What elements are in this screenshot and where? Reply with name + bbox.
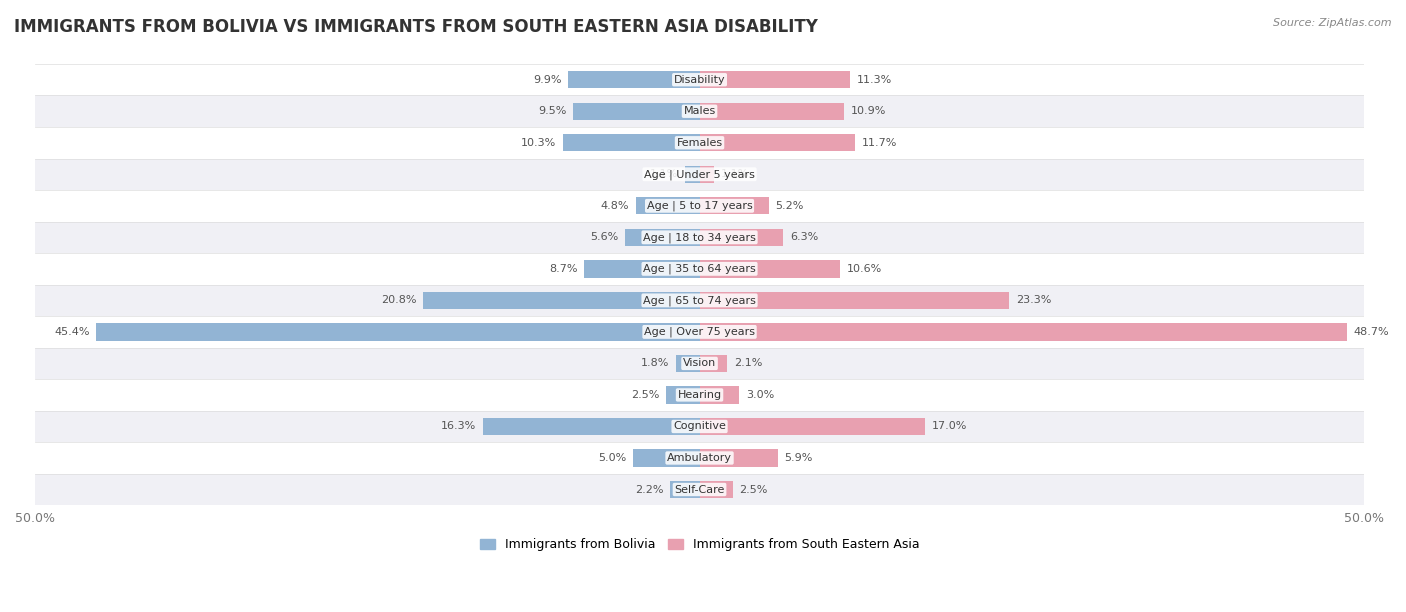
Bar [700,449,778,467]
Text: Self-Care: Self-Care [675,485,724,494]
Text: Age | 65 to 74 years: Age | 65 to 74 years [643,295,756,305]
Bar [35,348,1364,379]
Bar [700,260,841,277]
Legend: Immigrants from Bolivia, Immigrants from South Eastern Asia: Immigrants from Bolivia, Immigrants from… [475,534,924,556]
Bar [35,442,1364,474]
Bar [700,355,727,372]
Bar [666,386,700,403]
Bar [574,103,700,120]
Bar [676,355,700,372]
Text: 1.1%: 1.1% [650,170,678,179]
Bar [96,323,700,340]
Bar [626,229,700,246]
Text: 45.4%: 45.4% [53,327,90,337]
Text: 11.7%: 11.7% [862,138,897,147]
Text: Cognitive: Cognitive [673,422,725,431]
Text: Age | Over 75 years: Age | Over 75 years [644,327,755,337]
Text: 5.9%: 5.9% [785,453,813,463]
Bar [700,323,1347,340]
Bar [35,64,1364,95]
Bar [700,386,740,403]
Text: 10.9%: 10.9% [851,106,886,116]
Text: 8.7%: 8.7% [548,264,578,274]
Bar [700,71,849,88]
Text: 5.0%: 5.0% [598,453,627,463]
Bar [700,481,733,498]
Bar [633,449,700,467]
Text: Vision: Vision [683,359,716,368]
Bar [700,103,845,120]
Bar [562,134,700,151]
Bar [35,316,1364,348]
Text: 2.2%: 2.2% [636,485,664,494]
Bar [35,411,1364,442]
Bar [35,95,1364,127]
Bar [35,285,1364,316]
Text: Age | 18 to 34 years: Age | 18 to 34 years [643,232,756,242]
Text: 9.5%: 9.5% [538,106,567,116]
Text: Age | Under 5 years: Age | Under 5 years [644,169,755,179]
Text: Disability: Disability [673,75,725,84]
Bar [35,127,1364,159]
Bar [482,418,700,435]
Text: 1.1%: 1.1% [721,170,749,179]
Bar [568,71,700,88]
Text: 4.8%: 4.8% [600,201,628,211]
Text: 10.3%: 10.3% [520,138,555,147]
Text: 9.9%: 9.9% [533,75,561,84]
Text: Age | 5 to 17 years: Age | 5 to 17 years [647,201,752,211]
Bar [35,222,1364,253]
Bar [35,379,1364,411]
Text: 10.6%: 10.6% [846,264,883,274]
Bar [700,197,769,214]
Text: 11.3%: 11.3% [856,75,891,84]
Text: 3.0%: 3.0% [747,390,775,400]
Text: Source: ZipAtlas.com: Source: ZipAtlas.com [1274,18,1392,28]
Bar [700,229,783,246]
Bar [583,260,700,277]
Text: 5.2%: 5.2% [775,201,804,211]
Text: 16.3%: 16.3% [441,422,477,431]
Bar [700,166,714,183]
Bar [35,190,1364,222]
Text: 6.3%: 6.3% [790,233,818,242]
Text: Ambulatory: Ambulatory [666,453,733,463]
Text: 2.5%: 2.5% [740,485,768,494]
Text: Age | 35 to 64 years: Age | 35 to 64 years [643,264,756,274]
Text: Hearing: Hearing [678,390,721,400]
Text: 5.6%: 5.6% [591,233,619,242]
Bar [35,253,1364,285]
Text: 17.0%: 17.0% [932,422,967,431]
Text: 2.1%: 2.1% [734,359,762,368]
Bar [700,418,925,435]
Bar [35,474,1364,506]
Text: 48.7%: 48.7% [1354,327,1389,337]
Text: 20.8%: 20.8% [381,296,416,305]
Text: Females: Females [676,138,723,147]
Text: Males: Males [683,106,716,116]
Bar [700,134,855,151]
Bar [423,292,700,309]
Bar [685,166,700,183]
Text: IMMIGRANTS FROM BOLIVIA VS IMMIGRANTS FROM SOUTH EASTERN ASIA DISABILITY: IMMIGRANTS FROM BOLIVIA VS IMMIGRANTS FR… [14,18,818,36]
Bar [671,481,700,498]
Bar [700,292,1010,309]
Bar [636,197,700,214]
Text: 1.8%: 1.8% [641,359,669,368]
Text: 2.5%: 2.5% [631,390,659,400]
Bar [35,159,1364,190]
Text: 23.3%: 23.3% [1017,296,1052,305]
